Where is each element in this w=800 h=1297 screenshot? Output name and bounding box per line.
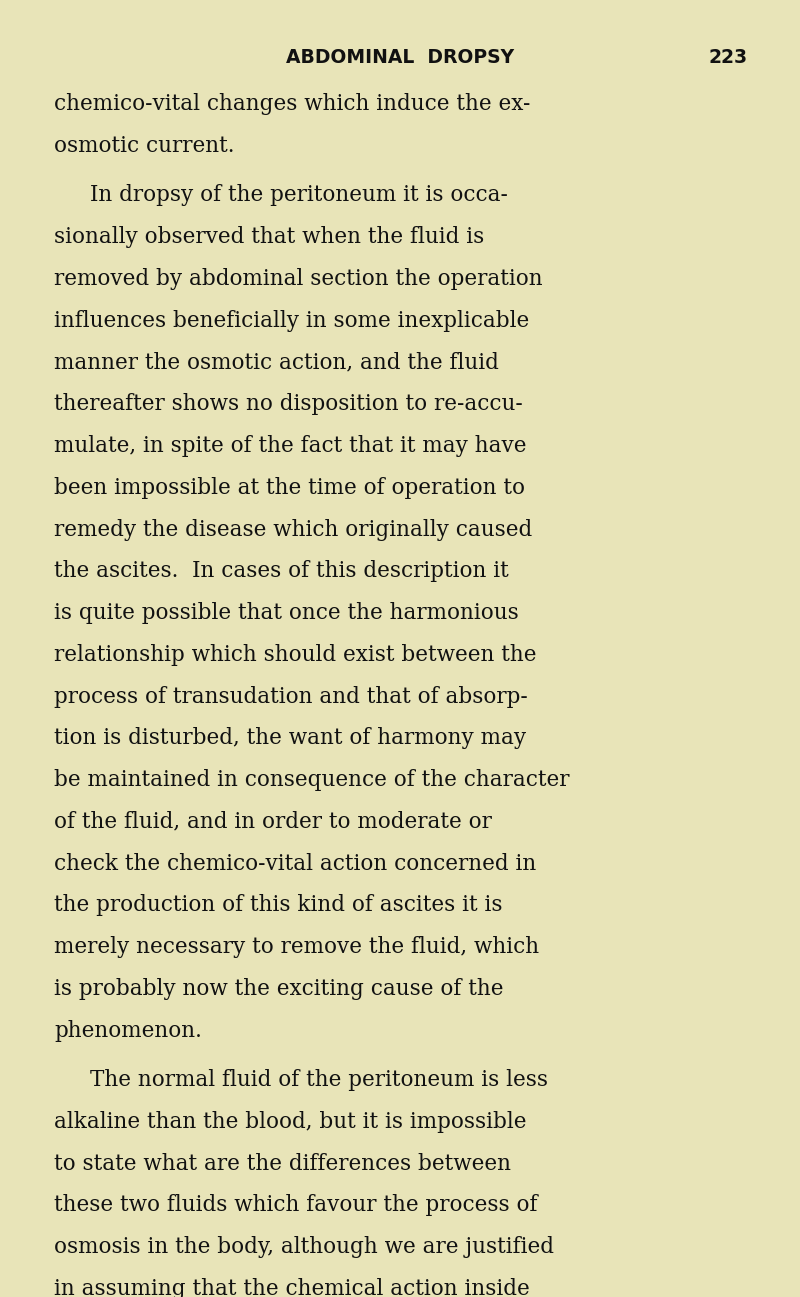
Text: remedy the disease which originally caused: remedy the disease which originally caus… xyxy=(54,519,533,541)
Text: tion is disturbed, the want of harmony may: tion is disturbed, the want of harmony m… xyxy=(54,728,526,750)
Text: ABDOMINAL  DROPSY: ABDOMINAL DROPSY xyxy=(286,48,514,67)
Text: in assuming that the chemical action inside: in assuming that the chemical action ins… xyxy=(54,1278,530,1297)
Text: influences beneficially in some inexplicable: influences beneficially in some inexplic… xyxy=(54,310,530,332)
Text: phenomenon.: phenomenon. xyxy=(54,1019,202,1041)
Text: check the chemico-vital action concerned in: check the chemico-vital action concerned… xyxy=(54,852,537,874)
Text: alkaline than the blood, but it is impossible: alkaline than the blood, but it is impos… xyxy=(54,1110,527,1132)
Text: the production of this kind of ascites it is: the production of this kind of ascites i… xyxy=(54,895,503,917)
Text: been impossible at the time of operation to: been impossible at the time of operation… xyxy=(54,477,526,499)
Text: be maintained in consequence of the character: be maintained in consequence of the char… xyxy=(54,769,570,791)
Text: to state what are the differences between: to state what are the differences betwee… xyxy=(54,1153,511,1175)
Text: of the fluid, and in order to moderate or: of the fluid, and in order to moderate o… xyxy=(54,811,492,833)
Text: osmosis in the body, although we are justified: osmosis in the body, although we are jus… xyxy=(54,1236,554,1258)
Text: mulate, in spite of the fact that it may have: mulate, in spite of the fact that it may… xyxy=(54,434,527,457)
Text: merely necessary to remove the fluid, which: merely necessary to remove the fluid, wh… xyxy=(54,936,539,958)
Text: The normal fluid of the peritoneum is less: The normal fluid of the peritoneum is le… xyxy=(90,1069,549,1091)
Text: chemico-vital changes which induce the ex-: chemico-vital changes which induce the e… xyxy=(54,93,530,115)
Text: is probably now the exciting cause of the: is probably now the exciting cause of th… xyxy=(54,978,504,1000)
Text: the ascites.  In cases of this description it: the ascites. In cases of this descriptio… xyxy=(54,560,509,582)
Text: sionally observed that when the fluid is: sionally observed that when the fluid is xyxy=(54,226,485,248)
Text: is quite possible that once the harmonious: is quite possible that once the harmonio… xyxy=(54,602,519,624)
Text: In dropsy of the peritoneum it is occa-: In dropsy of the peritoneum it is occa- xyxy=(90,184,508,206)
Text: removed by abdominal section the operation: removed by abdominal section the operati… xyxy=(54,268,543,291)
Text: thereafter shows no disposition to re-accu-: thereafter shows no disposition to re-ac… xyxy=(54,393,523,415)
Text: manner the osmotic action, and the fluid: manner the osmotic action, and the fluid xyxy=(54,351,499,374)
Text: these two fluids which favour the process of: these two fluids which favour the proces… xyxy=(54,1195,538,1217)
Text: 223: 223 xyxy=(709,48,748,67)
Text: osmotic current.: osmotic current. xyxy=(54,135,235,157)
Text: relationship which should exist between the: relationship which should exist between … xyxy=(54,643,537,665)
Text: process of transudation and that of absorp-: process of transudation and that of abso… xyxy=(54,686,528,708)
